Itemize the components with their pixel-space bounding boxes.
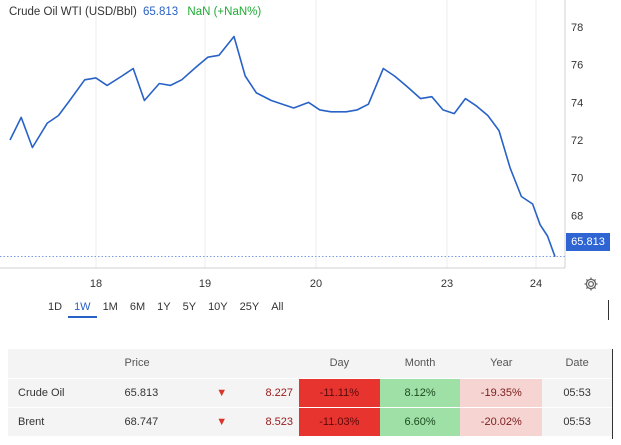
- price-chart[interactable]: 68 70 72 74 76 78 18 19 20 23 24 Crude Oil WTI (US…: [0, 0, 621, 300]
- row-year: -19.35%: [460, 377, 543, 407]
- y-tick-label: 72: [571, 135, 583, 147]
- range-button-1d[interactable]: 1D: [48, 301, 63, 313]
- header-price[interactable]: Price: [124, 349, 185, 378]
- row-month: 8.12%: [379, 377, 461, 407]
- row-name[interactable]: Brent: [8, 406, 125, 436]
- x-tick-label: 24: [530, 278, 542, 290]
- header-change: [259, 349, 299, 378]
- row-month: 6.60%: [379, 406, 461, 436]
- range-button-1y[interactable]: 1Y: [157, 301, 171, 313]
- x-tick-label: 18: [90, 278, 102, 290]
- table-header-row: Price Day Month Year Date: [8, 349, 612, 378]
- row-name[interactable]: Crude Oil: [8, 377, 125, 407]
- row-price: 65.813: [124, 377, 185, 407]
- row-year: -20.02%: [460, 406, 543, 436]
- chart-title: Crude Oil WTI (USD/Bbl) 65.813 NaN (+NaN…: [9, 6, 261, 18]
- row-price: 68.747: [124, 406, 185, 436]
- row-date: 05:53: [542, 377, 612, 407]
- triangle-down-icon: ▼: [216, 386, 228, 399]
- header-month[interactable]: Month: [379, 349, 461, 378]
- y-tick-label: 68: [571, 210, 583, 222]
- triangle-down-icon: ▼: [216, 415, 228, 428]
- price-line-series: [9, 35, 556, 257]
- header-year[interactable]: Year: [460, 349, 543, 378]
- header-name: [8, 349, 125, 378]
- table-row[interactable]: Brent 68.747 ▼ 8.523 -11.03% 6.60% -20.0…: [8, 406, 612, 436]
- gear-icon[interactable]: [583, 276, 599, 292]
- range-button-25y[interactable]: 25Y: [239, 301, 260, 313]
- chart-canvas[interactable]: 68 70 72 74 76 78 18 19 20 23 24: [0, 0, 621, 300]
- x-tick-label: 20: [310, 278, 322, 290]
- range-button-all[interactable]: All: [271, 301, 284, 313]
- range-button-1w[interactable]: 1W: [68, 296, 97, 318]
- time-range-selector: 1D 1W 1M 6M 1Y 5Y 10Y 25Y All: [42, 296, 289, 318]
- current-price-tag: 65.813: [566, 233, 610, 251]
- last-price: 65.813: [143, 6, 179, 18]
- y-tick-label: 78: [571, 22, 583, 34]
- row-day: -11.03%: [298, 406, 380, 436]
- x-tick-label: 19: [199, 278, 211, 290]
- range-button-1m[interactable]: 1M: [102, 301, 118, 313]
- symbol-label: Crude Oil WTI (USD/Bbl): [9, 6, 137, 18]
- header-arrow: [184, 349, 260, 378]
- x-tick-label: 23: [441, 278, 453, 290]
- range-button-6m[interactable]: 6M: [129, 301, 146, 313]
- range-button-5y[interactable]: 5Y: [182, 301, 197, 313]
- row-change: 8.227: [259, 377, 299, 407]
- row-day: -11.11%: [298, 377, 380, 407]
- y-tick-label: 76: [571, 60, 583, 72]
- quote-table: Price Day Month Year Date Crude Oil 65.8…: [8, 349, 612, 436]
- price-change: NaN (+NaN%): [187, 6, 262, 18]
- row-date: 05:53: [542, 406, 612, 436]
- row-change: 8.523: [259, 406, 299, 436]
- range-button-10y[interactable]: 10Y: [208, 301, 228, 313]
- table-row[interactable]: Crude Oil 65.813 ▼ 8.227 -11.11% 8.12% -…: [8, 377, 612, 407]
- header-date[interactable]: Date: [542, 349, 612, 378]
- header-day[interactable]: Day: [298, 349, 380, 378]
- y-tick-label: 70: [571, 173, 583, 185]
- edge-divider: [608, 300, 609, 320]
- edge-divider: [612, 349, 613, 439]
- y-tick-label: 74: [571, 97, 583, 109]
